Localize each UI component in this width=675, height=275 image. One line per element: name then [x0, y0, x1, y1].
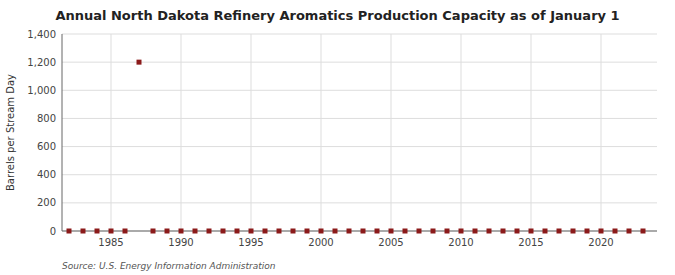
point	[137, 60, 142, 65]
x-tick-label: 1995	[238, 237, 263, 248]
y-grid-line	[62, 174, 657, 175]
x-grid-line	[251, 34, 252, 231]
x-grid-line	[461, 34, 462, 231]
point	[599, 229, 604, 234]
y-tick-label: 600	[37, 141, 56, 152]
y-tick-label: 0	[50, 226, 56, 237]
point	[627, 229, 632, 234]
point	[529, 229, 534, 234]
point	[291, 229, 296, 234]
point	[375, 229, 380, 234]
y-tick-label: 400	[37, 169, 56, 180]
point	[305, 229, 310, 234]
source-annotation: Source: U.S. Energy Information Administ…	[62, 261, 276, 271]
chart: Annual North Dakota Refinery Aromatics P…	[0, 0, 675, 275]
data-points	[67, 60, 646, 234]
point	[417, 229, 422, 234]
point	[123, 229, 128, 234]
point	[347, 229, 352, 234]
point	[403, 229, 408, 234]
x-tick-label: 2005	[378, 237, 403, 248]
point	[263, 229, 268, 234]
y-grid-line	[62, 34, 657, 35]
point	[389, 229, 394, 234]
point	[557, 229, 562, 234]
y-tick-label: 200	[37, 197, 56, 208]
point	[571, 229, 576, 234]
axes: 0 200 400 600 800 1,000 1,200 1,400 1985 1990 1995…	[27, 29, 657, 249]
point	[641, 229, 646, 234]
x-tick-label: 2020	[588, 237, 613, 248]
point	[165, 229, 170, 234]
point	[277, 229, 282, 234]
x-grid-line	[391, 34, 392, 231]
point	[487, 229, 492, 234]
x-grid-line	[601, 34, 602, 231]
point	[207, 229, 212, 234]
point	[67, 229, 72, 234]
point	[459, 229, 464, 234]
y-tick-label: 1,200	[27, 57, 56, 68]
y-grid-line	[62, 146, 657, 147]
point	[81, 229, 86, 234]
y-grid-line	[62, 202, 657, 203]
x-grid-line	[111, 34, 112, 231]
y-tick-label: 1,400	[27, 29, 56, 40]
point	[95, 229, 100, 234]
point	[249, 229, 254, 234]
y-grid-line	[62, 62, 657, 63]
point	[319, 229, 324, 234]
point	[109, 229, 114, 234]
point	[221, 229, 226, 234]
x-tick-label: 2000	[308, 237, 333, 248]
x-grid-line	[181, 34, 182, 231]
point	[361, 229, 366, 234]
point	[179, 229, 184, 234]
point	[193, 229, 198, 234]
point	[515, 229, 520, 234]
point	[543, 229, 548, 234]
x-tick-label: 1990	[168, 237, 193, 248]
point	[613, 229, 618, 234]
point	[445, 229, 450, 234]
y-axis-line	[62, 34, 63, 231]
x-tick-label: 2015	[518, 237, 543, 248]
y-axis-label: Barrels per Stream Day	[5, 74, 16, 191]
point	[473, 229, 478, 234]
y-grid-line	[62, 90, 657, 91]
title: Annual North Dakota Refinery Aromatics P…	[55, 8, 619, 23]
x-grid-line	[531, 34, 532, 231]
x-tick-label: 1985	[98, 237, 123, 248]
point	[585, 229, 590, 234]
y-grid-line	[62, 118, 657, 119]
grid	[62, 34, 657, 231]
x-tick-label: 2010	[448, 237, 473, 248]
point	[151, 229, 156, 234]
point	[501, 229, 506, 234]
y-tick-label: 800	[37, 113, 56, 124]
point	[235, 229, 240, 234]
y-tick-label: 1,000	[27, 85, 56, 96]
point	[431, 229, 436, 234]
x-grid-line	[321, 34, 322, 231]
point	[333, 229, 338, 234]
